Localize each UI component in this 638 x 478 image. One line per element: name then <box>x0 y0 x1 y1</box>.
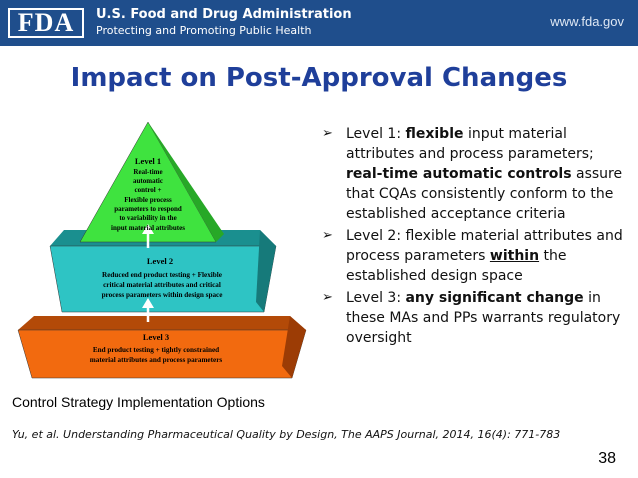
bullet-text: in these MAs and PPs warrants regulatory… <box>346 290 621 346</box>
arrow-level2-to-level1 <box>142 224 154 248</box>
bullet-text: Level 2: flexible material attributes an… <box>346 228 623 264</box>
level2-title: Level 2 <box>147 256 173 266</box>
bullet-level-1: ➢ Level 1: flexible input material attri… <box>318 124 630 224</box>
citation: Yu, et al. Understanding Pharmaceutical … <box>12 428 561 441</box>
level1-title: Level 1 <box>135 156 161 166</box>
arrow-bullet-icon: ➢ <box>322 126 333 141</box>
level2-line-2: critical material attributes and critica… <box>103 281 221 289</box>
bullet-emphasis: real-time automatic controls <box>346 166 572 182</box>
level2-line-3: process parameters within design space <box>102 291 223 299</box>
bullet-level-2: ➢ Level 2: flexible material attributes … <box>318 226 630 286</box>
arrow-level3-to-level2 <box>142 298 154 322</box>
bullet-emphasis: within <box>489 248 540 264</box>
bullet-list: ➢ Level 1: flexible input material attri… <box>318 124 630 350</box>
level1-line-1: Real-time <box>133 168 162 176</box>
level3-line-2: material attributes and process paramete… <box>90 356 223 364</box>
level3-title: Level 3 <box>143 332 169 342</box>
header-bar: FDA U.S. Food and Drug Administration Pr… <box>0 0 638 46</box>
agency-name: U.S. Food and Drug Administration <box>96 7 352 22</box>
level3-line-1: End product testing + tightly constraine… <box>93 346 219 354</box>
level2-line-1: Reduced end product testing + Flexible <box>102 271 222 279</box>
level1-line-7: input material attributes <box>111 224 185 232</box>
bullet-text: input material attributes and process pa… <box>346 126 594 162</box>
arrow-bullet-icon: ➢ <box>322 228 333 243</box>
bullet-text: Level 1: <box>346 126 406 142</box>
bullet-text: assure that CQAs consistently conform to… <box>346 166 623 222</box>
level3-top-face <box>18 316 306 330</box>
page-number: 38 <box>598 450 616 467</box>
bullet-emphasis: flexible <box>405 126 464 142</box>
bullet-text: Level 3: <box>346 290 406 306</box>
site-url-link[interactable]: www.fda.gov <box>550 14 624 29</box>
level3-side-face <box>282 316 306 378</box>
bullet-text: the established design space <box>346 248 567 284</box>
level1-line-5: parameters to respond <box>114 205 182 213</box>
level1-line-4: Flexible process <box>124 196 172 204</box>
level1-line-2: automatic <box>133 177 163 185</box>
fda-logo-text: FDA <box>8 8 84 38</box>
level2-side-face <box>256 230 276 312</box>
diagram-caption: Control Strategy Implementation Options <box>12 394 265 410</box>
level1-line-3: control + <box>135 186 162 194</box>
agency-tagline: Protecting and Promoting Public Health <box>96 24 312 37</box>
agency-block: U.S. Food and Drug Administration Protec… <box>96 7 352 38</box>
level1-line-6: to variability in the <box>119 214 176 222</box>
fda-logo[interactable]: FDA <box>8 8 84 38</box>
slide-title: Impact on Post-Approval Changes <box>70 63 568 93</box>
pyramid-svg: Level 1 Real-time automatic control + Fl… <box>17 121 307 379</box>
level1-side-face <box>148 122 224 242</box>
arrow-bullet-icon: ➢ <box>322 290 333 305</box>
bullet-level-3: ➢ Level 3: any significant change in the… <box>318 288 630 348</box>
bullet-emphasis: any significant change <box>405 290 584 306</box>
pyramid-diagram: Level 1 Real-time automatic control + Fl… <box>6 118 312 390</box>
